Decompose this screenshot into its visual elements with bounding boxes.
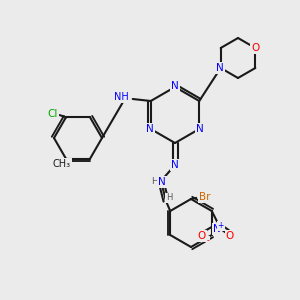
Text: Br: Br bbox=[199, 192, 211, 202]
Text: N: N bbox=[196, 124, 204, 134]
Text: N: N bbox=[213, 224, 221, 234]
Text: CH₃: CH₃ bbox=[53, 159, 71, 169]
Text: N: N bbox=[158, 177, 166, 187]
Text: N: N bbox=[216, 63, 224, 73]
Text: N: N bbox=[146, 124, 154, 134]
Text: O: O bbox=[251, 43, 260, 53]
Text: +: + bbox=[218, 221, 224, 230]
Text: H: H bbox=[166, 194, 172, 202]
Text: O: O bbox=[226, 231, 234, 241]
Text: -: - bbox=[206, 236, 209, 245]
Text: Cl: Cl bbox=[48, 109, 58, 119]
Text: H: H bbox=[151, 176, 158, 185]
Text: NH: NH bbox=[114, 92, 129, 102]
Text: O: O bbox=[198, 231, 206, 241]
Text: N: N bbox=[171, 160, 179, 170]
Text: N: N bbox=[171, 81, 179, 91]
